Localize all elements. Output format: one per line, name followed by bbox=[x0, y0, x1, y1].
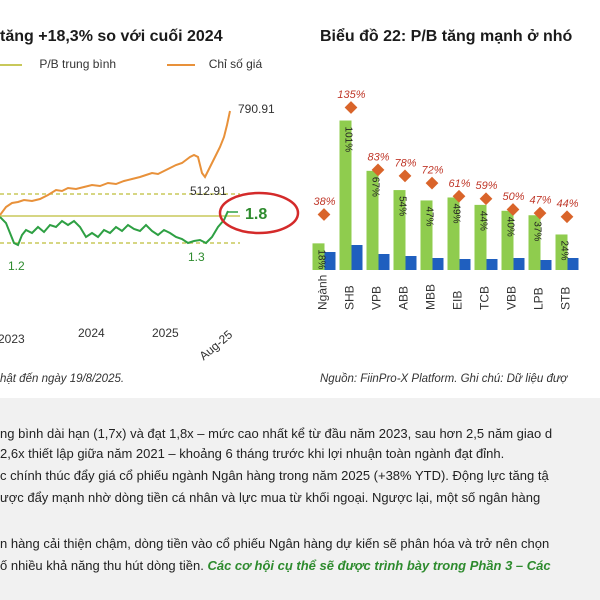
category-label-vbb: VBB bbox=[505, 286, 519, 310]
blue-bar-mbb bbox=[432, 258, 444, 270]
category-label-lpb: LPB bbox=[532, 287, 546, 310]
x-tick-2024: 2024 bbox=[78, 326, 105, 340]
green-bar-eib bbox=[447, 197, 460, 270]
blue-bar-ngành bbox=[324, 252, 336, 270]
category-label-tcb: TCB bbox=[478, 286, 492, 310]
label-pb-low1: 1.2 bbox=[8, 259, 25, 273]
right-chart-title: Biểu đồ 22: P/B tăng mạnh ở nhó bbox=[320, 28, 573, 45]
paragraph-4: ược đẩy mạnh nhờ dòng tiền cá nhân và lự… bbox=[0, 490, 541, 505]
category-label-eib: EIB bbox=[451, 291, 465, 310]
paragraph-6: ố nhiều khả năng thu hút dòng tiền. Các … bbox=[0, 558, 551, 573]
diamond-label-ngành: 38% bbox=[313, 196, 335, 208]
bar-label-stb: 24% bbox=[559, 240, 570, 260]
green-bar-stb bbox=[555, 234, 568, 270]
price-index-line bbox=[0, 110, 231, 216]
diamond-label-stb: 44% bbox=[556, 198, 578, 210]
legend-index-swatch bbox=[167, 63, 196, 66]
label-index-last: 790.91 bbox=[238, 102, 275, 116]
diamond-tcb bbox=[479, 192, 493, 206]
diamond-label-shb: 135% bbox=[337, 89, 365, 101]
category-label-abb: ABB bbox=[397, 286, 411, 310]
bar-label-vpb: 67% bbox=[370, 177, 381, 197]
legend-pb-swatch bbox=[0, 63, 22, 66]
category-label-mbb: MBB bbox=[424, 284, 438, 310]
paragraph-6-text: ố nhiều khả năng thu hút dòng tiền. bbox=[0, 558, 204, 573]
label-index-prev: 512.91 bbox=[190, 184, 227, 198]
left-chart-title: tăng +18,3% so với cuối 2024 bbox=[0, 28, 223, 45]
bar-label-tcb: 44% bbox=[478, 211, 489, 231]
body-text-panel: ng bình dài hạn (1,7x) và đạt 1,8x – mức… bbox=[0, 398, 600, 600]
diamond-eib bbox=[452, 189, 466, 203]
category-label-stb: STB bbox=[559, 287, 573, 310]
diamond-ngành bbox=[317, 208, 331, 221]
diamond-label-abb: 78% bbox=[394, 157, 416, 169]
legend-index-label: Chỉ số giá bbox=[208, 57, 263, 71]
x-tick-aug25: Aug-25 bbox=[197, 327, 236, 363]
green-bar-mbb bbox=[420, 200, 433, 270]
blue-bar-abb bbox=[405, 256, 417, 270]
bar-label-vbb: 40% bbox=[505, 217, 516, 237]
pb-line bbox=[0, 210, 229, 247]
blue-bar-tcb bbox=[486, 259, 498, 270]
bar-label-shb: 101% bbox=[343, 127, 354, 153]
left-legend: P/B trung bình Chỉ số giá bbox=[0, 57, 262, 71]
paragraph-3: c chính thúc đẩy giá cổ phiếu ngành Ngân… bbox=[0, 468, 549, 483]
diamond-shb bbox=[344, 101, 358, 114]
green-bar-vpb bbox=[366, 170, 379, 270]
bar-label-lpb: 37% bbox=[532, 221, 543, 241]
bar-label-mbb: 47% bbox=[424, 206, 435, 226]
paragraph-1: ng bình dài hạn (1,7x) và đạt 1,8x – mức… bbox=[0, 426, 553, 441]
highlight-circle bbox=[218, 191, 300, 235]
diamond-label-mbb: 72% bbox=[421, 165, 443, 177]
paragraph-2: 2,6x thiết lập giữa năm 2021 – khoảng 6 … bbox=[0, 446, 505, 461]
diamond-abb bbox=[398, 169, 412, 183]
blue-bar-shb bbox=[351, 245, 363, 270]
x-tick-2025: 2025 bbox=[152, 326, 179, 340]
diamond-label-vpb: 83% bbox=[367, 151, 389, 163]
bar-label-eib: 49% bbox=[451, 203, 462, 223]
legend-pb-label: P/B trung bình bbox=[39, 57, 117, 71]
diamond-mbb bbox=[425, 176, 439, 190]
diamond-label-lpb: 47% bbox=[529, 195, 551, 207]
blue-bar-eib bbox=[459, 259, 471, 270]
category-label-vpb: VPB bbox=[370, 286, 384, 310]
bar-label-abb: 54% bbox=[397, 196, 408, 216]
category-label-shb: SHB bbox=[343, 285, 357, 310]
label-pb-last: 1.8 bbox=[245, 206, 267, 223]
diamond-label-eib: 61% bbox=[448, 178, 470, 190]
green-bar-lpb bbox=[528, 215, 541, 270]
diamond-vpb bbox=[371, 163, 385, 177]
bar-label-ngành: 18% bbox=[316, 249, 327, 269]
blue-bar-stb bbox=[567, 258, 579, 270]
x-tick-2023: 2023 bbox=[0, 332, 25, 346]
diamond-label-vbb: 50% bbox=[502, 191, 524, 203]
green-bar-abb bbox=[393, 190, 406, 270]
right-chart-note: Nguồn: FiinPro-X Platform. Ghi chú: Dữ l… bbox=[320, 373, 568, 385]
blue-bar-vbb bbox=[513, 258, 525, 270]
green-bar-tcb bbox=[474, 204, 487, 270]
green-bar-vbb bbox=[501, 210, 514, 270]
highlight-text: Các cơ hội cụ thể sẽ được trình bày tron… bbox=[207, 558, 551, 573]
left-chart-note: hật đến ngày 19/8/2025. bbox=[0, 373, 125, 385]
diamond-stb bbox=[560, 210, 574, 224]
blue-bar-vpb bbox=[378, 254, 390, 270]
right-chart-svg: 18% 38% Ngành 101% 135% SHB 67% 83% VPB 54% 78% ABB… bbox=[312, 89, 579, 310]
label-pb-low2: 1.3 bbox=[188, 250, 205, 264]
paragraph-5: n hàng cải thiện chậm, dòng tiền vào cổ … bbox=[0, 536, 550, 551]
left-chart-svg: 790.91 512.91 1.2 1.3 1.8 2023 2024 2025… bbox=[0, 102, 300, 363]
blue-bar-lpb bbox=[540, 260, 552, 270]
diamond-label-tcb: 59% bbox=[475, 180, 497, 192]
green-bar-ngành bbox=[312, 243, 325, 270]
green-bar-shb bbox=[339, 120, 352, 271]
category-label-ngành: Ngành bbox=[316, 275, 330, 310]
